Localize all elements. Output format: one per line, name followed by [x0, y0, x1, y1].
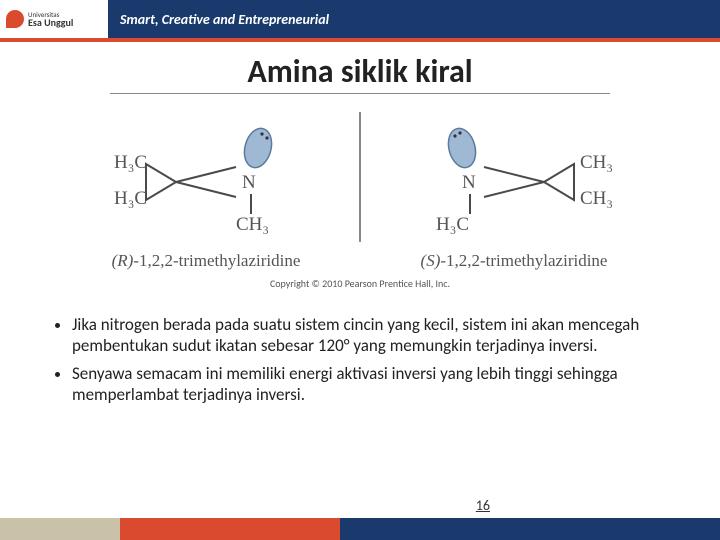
- header-bar: Universitas Esa Unggul Smart, Creative a…: [0, 0, 720, 38]
- list-item: Jika nitrogen berada pada suatu sistem c…: [72, 314, 660, 357]
- brand-text: Universitas Esa Unggul: [28, 11, 73, 28]
- mirror-plane-icon: [356, 112, 364, 262]
- label-ch3-b: CH₃: [580, 188, 613, 209]
- right-caption: (S)-1,2,2-trimethylaziridine: [364, 251, 664, 271]
- left-molecule-svg: H₃C H₃C N CH₃: [76, 112, 336, 242]
- tagline: Smart, Creative and Entrepreneurial: [108, 11, 720, 28]
- label-n-r: N: [462, 172, 476, 193]
- footer-seg-b: [120, 518, 340, 540]
- bullet-list: Jika nitrogen berada pada suatu sistem c…: [60, 314, 660, 405]
- brand-main: Esa Unggul: [28, 18, 73, 28]
- label-n: N: [242, 172, 256, 193]
- page-title: Amina siklik kiral: [110, 52, 610, 94]
- right-molecule-svg: CH₃ CH₃ N H₃C: [384, 112, 644, 242]
- logo-icon: [6, 10, 24, 28]
- left-caption: (R)-1,2,2-trimethylaziridine: [56, 251, 356, 271]
- brand-box: Universitas Esa Unggul: [0, 0, 108, 38]
- label-ch3: CH₃: [236, 214, 269, 235]
- figure-copyright: Copyright © 2010 Pearson Prentice Hall, …: [0, 277, 720, 290]
- left-molecule-panel: H₃C H₃C N CH₃ (R)-1,2,2-trimethylaziridi…: [56, 112, 356, 271]
- footer-seg-a: [0, 518, 120, 540]
- footer-seg-c: [340, 518, 720, 540]
- right-name: 1,2,2-trimethylaziridine: [446, 251, 607, 270]
- label-ch3-a: CH₃: [580, 152, 613, 173]
- left-name: 1,2,2-trimethylaziridine: [139, 251, 300, 270]
- right-prefix: (S)-: [421, 251, 446, 270]
- chemistry-figure: H₃C H₃C N CH₃ (R)-1,2,2-trimethylaziridi…: [0, 112, 720, 271]
- label-h3c-b: H₃C: [114, 188, 147, 209]
- page-number: 16: [476, 497, 490, 514]
- footer-stripe: [0, 518, 720, 540]
- label-h3c-a: H₃C: [114, 152, 147, 173]
- left-prefix: (R)-: [112, 251, 139, 270]
- list-item: Senyawa semacam ini memiliki energi akti…: [72, 363, 660, 406]
- label-ch3-r: H₃C: [436, 214, 469, 235]
- right-molecule-panel: CH₃ CH₃ N H₃C (S)-1,2,2-trimethylaziridi…: [364, 112, 664, 271]
